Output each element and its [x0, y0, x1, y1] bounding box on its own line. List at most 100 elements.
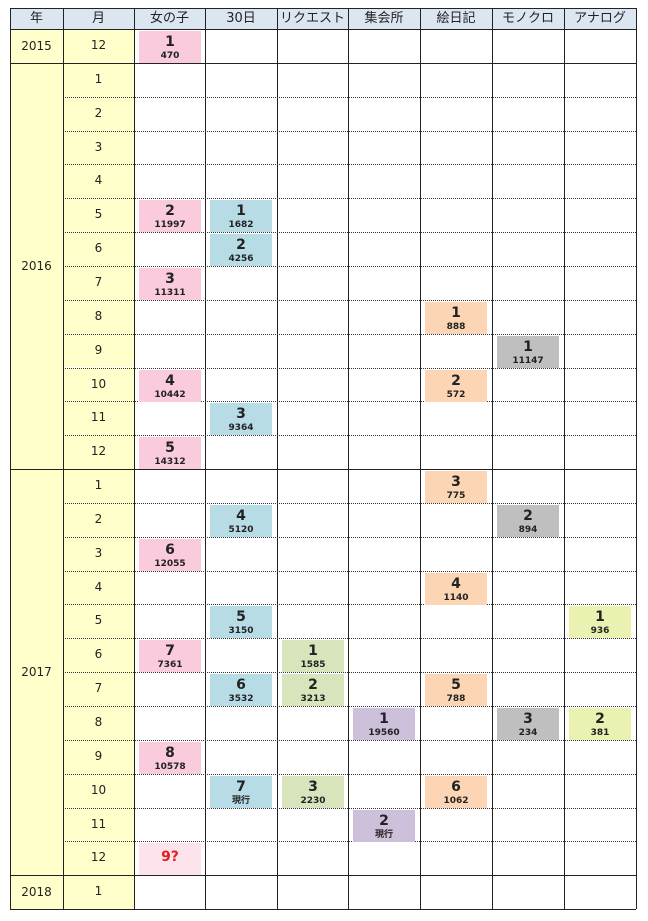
entry-request-2: 2 3213 — [282, 674, 344, 706]
entry-value: 11311 — [154, 288, 186, 298]
entry-onnanoko-5: 5 14312 — [139, 437, 201, 469]
entry-value: 3213 — [300, 694, 326, 704]
entry-30-nichi-4: 4 5120 — [210, 505, 272, 537]
row-divider — [10, 875, 636, 876]
row-divider — [63, 571, 636, 572]
column-divider — [134, 8, 135, 910]
header-request: リクエスト — [277, 8, 348, 29]
entry-monokuro-1: 1 11147 — [497, 336, 559, 368]
entry-value: 788 — [446, 694, 466, 704]
entry-value: 3532 — [228, 694, 254, 704]
entry-value: 5120 — [228, 525, 254, 535]
month-cell: 12 — [63, 435, 134, 470]
row-divider — [63, 537, 636, 538]
entry-value: 10442 — [154, 390, 186, 400]
month-cell: 10 — [63, 367, 134, 402]
entry-number: 2 — [236, 237, 246, 253]
entry-30-nichi-3: 3 9364 — [210, 403, 272, 435]
entry-enikki-6: 6 1062 — [425, 776, 487, 808]
month-cell: 2 — [63, 502, 134, 537]
month-cell: 3 — [63, 536, 134, 571]
entry-enikki-5: 5 788 — [425, 674, 487, 706]
entry-number: 3 — [308, 779, 318, 795]
month-cell: 5 — [63, 604, 134, 639]
year-label: 2015 — [21, 38, 52, 53]
year-label: 2018 — [21, 885, 52, 900]
entry-onnanoko-3: 3 11311 — [139, 268, 201, 300]
row-divider — [63, 368, 636, 369]
entry-value: 775 — [446, 491, 466, 501]
month-cell: 8 — [63, 299, 134, 334]
entry-value: 現行 — [231, 796, 250, 806]
entry-number: 1 — [165, 34, 175, 50]
row-divider — [63, 672, 636, 673]
entry-analog-2: 2 381 — [569, 708, 631, 740]
entry-number: 4 — [165, 373, 175, 389]
month-cell: 1 — [63, 62, 134, 97]
entry-30-nichi-7: 7 現行 — [210, 776, 272, 808]
entry-number: 7 — [165, 643, 175, 659]
entry-number: 9? — [161, 849, 179, 865]
entry-monokuro-2: 2 894 — [497, 505, 559, 537]
entry-30-nichi-6: 6 3532 — [210, 674, 272, 706]
month-cell: 10 — [63, 773, 134, 808]
row-divider — [63, 435, 636, 436]
month-cell: 4 — [63, 570, 134, 605]
entry-number: 2 — [523, 508, 533, 524]
entry-number: 1 — [308, 643, 318, 659]
row-divider — [63, 706, 636, 707]
row-divider — [10, 63, 636, 64]
row-divider — [10, 469, 636, 470]
entry-number: 3 — [165, 271, 175, 287]
entry-shuukaijo-2: 2 現行 — [353, 810, 415, 842]
row-divider — [63, 774, 636, 775]
row-divider — [10, 909, 636, 910]
entry-number: 1 — [451, 305, 461, 321]
column-divider — [564, 8, 565, 910]
row-divider — [63, 266, 636, 267]
entry-number: 6 — [451, 779, 461, 795]
row-divider — [63, 334, 636, 335]
entry-value: 470 — [160, 51, 180, 61]
column-divider — [492, 8, 493, 910]
entry-value: 381 — [590, 728, 610, 738]
entry-shuukaijo-1: 1 19560 — [353, 708, 415, 740]
row-divider — [63, 841, 636, 842]
header-border — [10, 8, 636, 9]
month-cell: 6 — [63, 232, 134, 266]
header-shuukaijo: 集会所 — [348, 8, 420, 29]
header-onnanoko: 女の子 — [134, 8, 205, 29]
entry-value: 19560 — [368, 728, 400, 738]
entry-value: 1062 — [443, 796, 469, 806]
entry-number: 2 — [451, 373, 461, 389]
year-label: 2016 — [21, 258, 52, 273]
entry-30-nichi-1: 1 1682 — [210, 200, 272, 232]
entry-value: 12055 — [154, 559, 186, 569]
row-divider — [63, 97, 636, 98]
row-divider — [63, 604, 636, 605]
month-cell: 5 — [63, 198, 134, 233]
entry-value: 1140 — [443, 593, 469, 603]
entry-number: 2 — [379, 813, 389, 829]
entry-number: 1 — [379, 711, 389, 727]
entry-number: 3 — [451, 474, 461, 490]
column-divider — [277, 8, 278, 910]
row-divider — [63, 808, 636, 809]
month-cell: 4 — [63, 164, 134, 199]
entry-value: 3150 — [228, 626, 254, 636]
year-cell-2018: 2018 — [10, 875, 63, 910]
entry-30-nichi-5: 5 3150 — [210, 606, 272, 638]
row-divider — [63, 638, 636, 639]
month-cell: 11 — [63, 807, 134, 842]
entry-value: 2230 — [300, 796, 326, 806]
entry-value: 888 — [446, 322, 466, 332]
entry-value: 894 — [518, 525, 538, 535]
entry-onnanoko-4: 4 10442 — [139, 370, 201, 402]
entry-value: 572 — [446, 390, 466, 400]
entry-number: 2 — [165, 203, 175, 219]
entry-number: 3 — [236, 406, 246, 422]
entry-30-nichi-2: 2 4256 — [210, 234, 272, 266]
entry-value: 14312 — [154, 457, 186, 467]
month-cell: 7 — [63, 672, 134, 706]
